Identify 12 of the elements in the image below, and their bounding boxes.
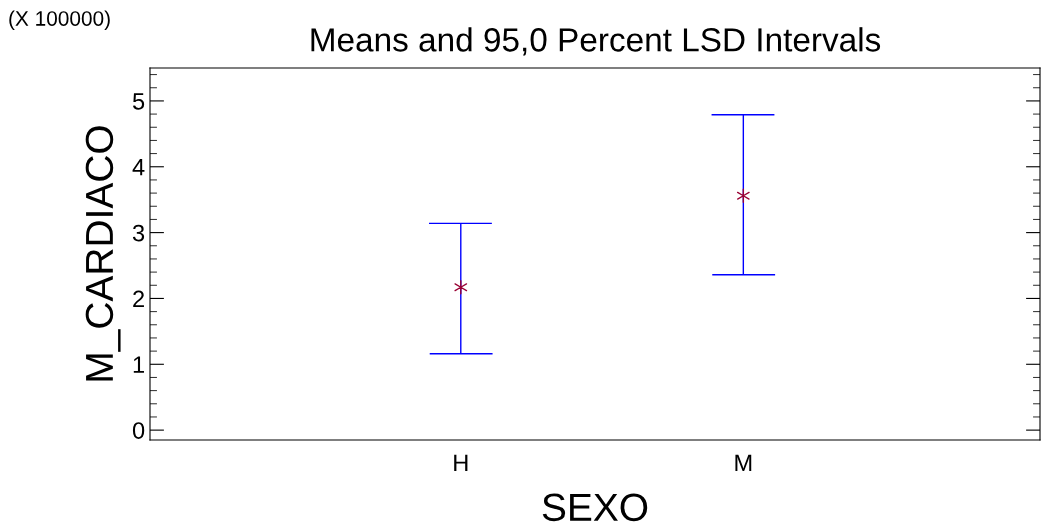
x-tick-label: M <box>735 454 752 471</box>
y-axis-title: M_CARDIACO <box>85 126 121 381</box>
y-tick-label: 1 <box>133 356 144 373</box>
x-tick-label: H <box>454 454 468 471</box>
y-tick-label: 5 <box>132 93 145 110</box>
y-tick-label: 2 <box>133 290 144 307</box>
y-tick-label: 4 <box>132 159 145 176</box>
y-tick-label: 0 <box>132 422 145 439</box>
chart-title: Means and 95,0 Percent LSD Intervals <box>311 27 881 56</box>
y-tick-label: 3 <box>132 224 145 242</box>
text: (X 100000) <box>9 10 110 30</box>
x-axis-title: SEXO <box>542 493 648 522</box>
